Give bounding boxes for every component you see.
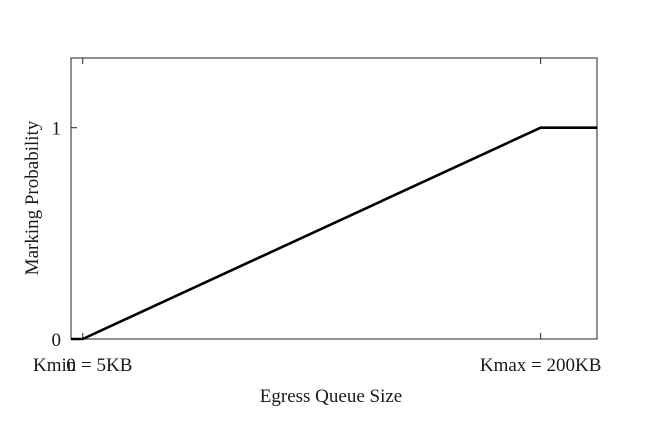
marking-probability-line (71, 126, 597, 341)
x-tick-label-1: Kmin = 5KB (33, 355, 132, 376)
x-tick-label-2: Kmax = 200KB (480, 355, 602, 376)
y-axis-label: Marking Probability (22, 120, 43, 275)
plot-area-frame (70, 57, 598, 340)
x-tick-label-0: 0 (66, 355, 76, 376)
y-tick-label-1: 1 (52, 119, 62, 140)
y-tick-label-0: 0 (52, 330, 62, 351)
x-axis-label: Egress Queue Size (260, 386, 402, 407)
